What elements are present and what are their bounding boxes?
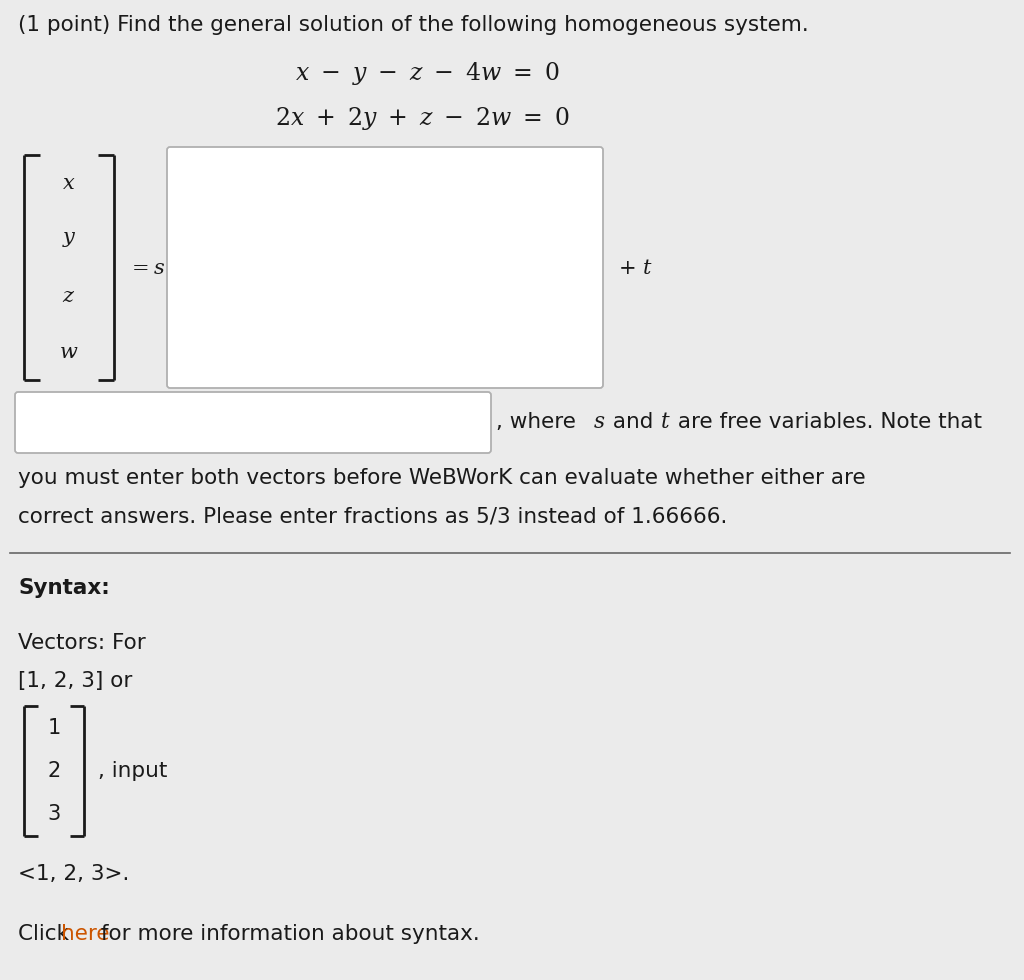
Text: $t$: $t$ (660, 413, 671, 432)
Text: $s$: $s$ (593, 413, 605, 432)
FancyBboxPatch shape (15, 392, 490, 453)
Text: for more information about syntax.: for more information about syntax. (94, 924, 480, 944)
Text: 3: 3 (47, 805, 60, 824)
Text: and: and (606, 413, 660, 432)
Text: are free variables. Note that: are free variables. Note that (671, 413, 982, 432)
Text: $x$: $x$ (62, 173, 76, 193)
Text: [1, 2, 3] or: [1, 2, 3] or (18, 671, 132, 691)
Text: $+ \ t$: $+ \ t$ (618, 258, 652, 277)
Text: here: here (61, 924, 110, 944)
Text: $w$: $w$ (59, 342, 79, 362)
Text: Vectors: For: Vectors: For (18, 633, 145, 653)
Text: (1 point) Find the general solution of the following homogeneous system.: (1 point) Find the general solution of t… (18, 15, 809, 35)
Text: $2x \ + \ 2y \ + \ z \ - \ 2w \ = \ 0$: $2x \ + \ 2y \ + \ z \ - \ 2w \ = \ 0$ (275, 105, 569, 132)
Text: 2: 2 (47, 761, 60, 781)
Text: $= s$: $= s$ (128, 258, 166, 277)
Text: correct answers. Please enter fractions as 5/3 instead of 1.66666.: correct answers. Please enter fractions … (18, 506, 727, 526)
Text: $x \ - \ y \ - \ z \ - \ 4w \ = \ 0$: $x \ - \ y \ - \ z \ - \ 4w \ = \ 0$ (295, 60, 559, 87)
Text: you must enter both vectors before WeBWorK can evaluate whether either are: you must enter both vectors before WeBWo… (18, 468, 865, 488)
Text: , where: , where (496, 413, 583, 432)
Text: <1, 2, 3>.: <1, 2, 3>. (18, 864, 129, 884)
Text: Click: Click (18, 924, 76, 944)
Text: Syntax:: Syntax: (18, 578, 110, 598)
Text: , input: , input (98, 761, 167, 781)
Text: $z$: $z$ (62, 285, 76, 306)
Text: $y$: $y$ (61, 229, 77, 249)
FancyBboxPatch shape (167, 147, 603, 388)
Text: 1: 1 (47, 717, 60, 738)
